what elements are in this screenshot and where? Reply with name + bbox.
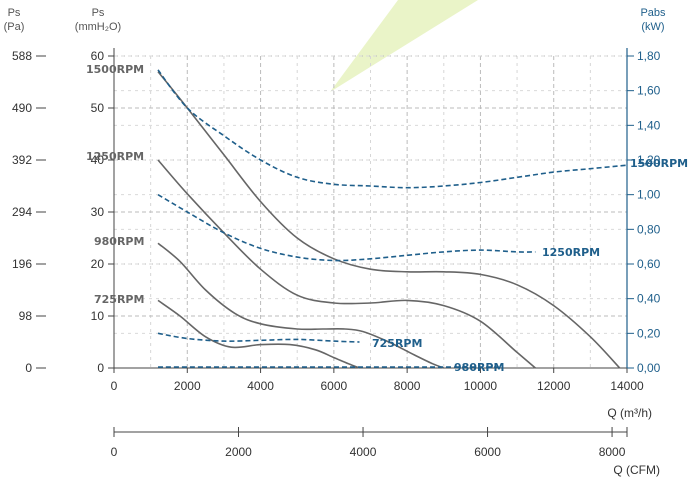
ypa-tick-98: 98: [19, 309, 33, 323]
ymm-tick-50: 50: [91, 101, 105, 115]
ypa-tick-490: 490: [12, 101, 32, 115]
ymm-tick-20: 20: [91, 257, 105, 271]
label-power-980: 980RPM: [454, 361, 504, 374]
x-tick-6000: 6000: [321, 379, 348, 393]
y-mm-title: Ps: [92, 7, 105, 19]
x2-tick-4000: 4000: [350, 445, 377, 459]
x2-axis-label: Q (CFM): [613, 463, 660, 477]
pressure-curve-1500RPM: [157, 71, 621, 369]
x-axis-label: Q (m³/h): [607, 406, 652, 420]
x-tick-0: 0: [111, 379, 118, 393]
label-pressure-1250: 1250RPM: [86, 150, 144, 163]
ypa-tick-392: 392: [12, 153, 32, 167]
yright-tick-0,80: 0,80: [637, 222, 661, 236]
ypa-tick-196: 196: [12, 257, 32, 271]
ymm-tick-40: 40: [91, 153, 105, 167]
yright-tick-0,20: 0,20: [637, 326, 661, 340]
ypa-tick-0: 0: [25, 361, 32, 375]
yright-tick-1,40: 1,40: [637, 118, 661, 132]
yright-tick-1,00: 1,00: [637, 188, 661, 202]
x-tick-12000: 12000: [537, 379, 571, 393]
x2-tick-8000: 8000: [599, 445, 626, 459]
ypa-tick-294: 294: [12, 205, 32, 219]
grid: [114, 55, 627, 368]
yright-tick-1,20: 1,20: [637, 153, 661, 167]
y-right-title: Pabs: [640, 7, 666, 19]
label-power-1500: 1500RPM: [630, 157, 688, 170]
x-tick-2000: 2000: [174, 379, 201, 393]
x-tick-8000: 8000: [394, 379, 421, 393]
curves: [157, 69, 628, 369]
watermark-shape: [330, 0, 478, 92]
label-power-725: 725RPM: [372, 337, 422, 350]
ymm-tick-0: 0: [97, 361, 104, 375]
x2-tick-2000: 2000: [225, 445, 252, 459]
y-pa-title: Ps: [8, 7, 21, 19]
label-pressure-980: 980RPM: [94, 235, 144, 248]
ymm-tick-30: 30: [91, 205, 105, 219]
yright-tick-1,60: 1,60: [637, 84, 661, 98]
x2-tick-0: 0: [111, 445, 118, 459]
yright-tick-1,80: 1,80: [637, 49, 661, 63]
x-tick-10000: 10000: [464, 379, 498, 393]
tick-labels: 0 2000 4000 6000 8000 10000 12000 1400060504030…: [12, 49, 661, 459]
pressure-curve-1250RPM: [157, 159, 536, 369]
power-curve-1500RPM: [157, 69, 628, 189]
ypa-tick-588: 588: [12, 49, 32, 63]
x-tick-14000: 14000: [610, 379, 644, 393]
pressure-curve-725RPM: [157, 299, 360, 369]
power-curve-1250RPM: [157, 194, 536, 262]
pressure-curve-980RPM: [157, 242, 445, 369]
x-tick-4000: 4000: [247, 379, 274, 393]
axes: [36, 48, 634, 437]
label-pressure-725: 725RPM: [94, 293, 144, 306]
label-power-1250: 1250RPM: [542, 246, 600, 259]
yright-tick-0,60: 0,60: [637, 257, 661, 271]
label-pressure-1500: 1500RPM: [86, 63, 144, 76]
y-mm-unit: (mmH₂O): [75, 21, 121, 33]
y-right-unit: (kW): [641, 21, 664, 33]
power-curve-725RPM: [157, 332, 360, 343]
yright-tick-0,40: 0,40: [637, 292, 661, 306]
ymm-tick-60: 60: [91, 49, 105, 63]
x2-tick-6000: 6000: [474, 445, 501, 459]
y-pa-unit: (Pa): [4, 21, 25, 33]
ymm-tick-10: 10: [91, 309, 105, 323]
yright-tick-0,00: 0,00: [637, 361, 661, 375]
